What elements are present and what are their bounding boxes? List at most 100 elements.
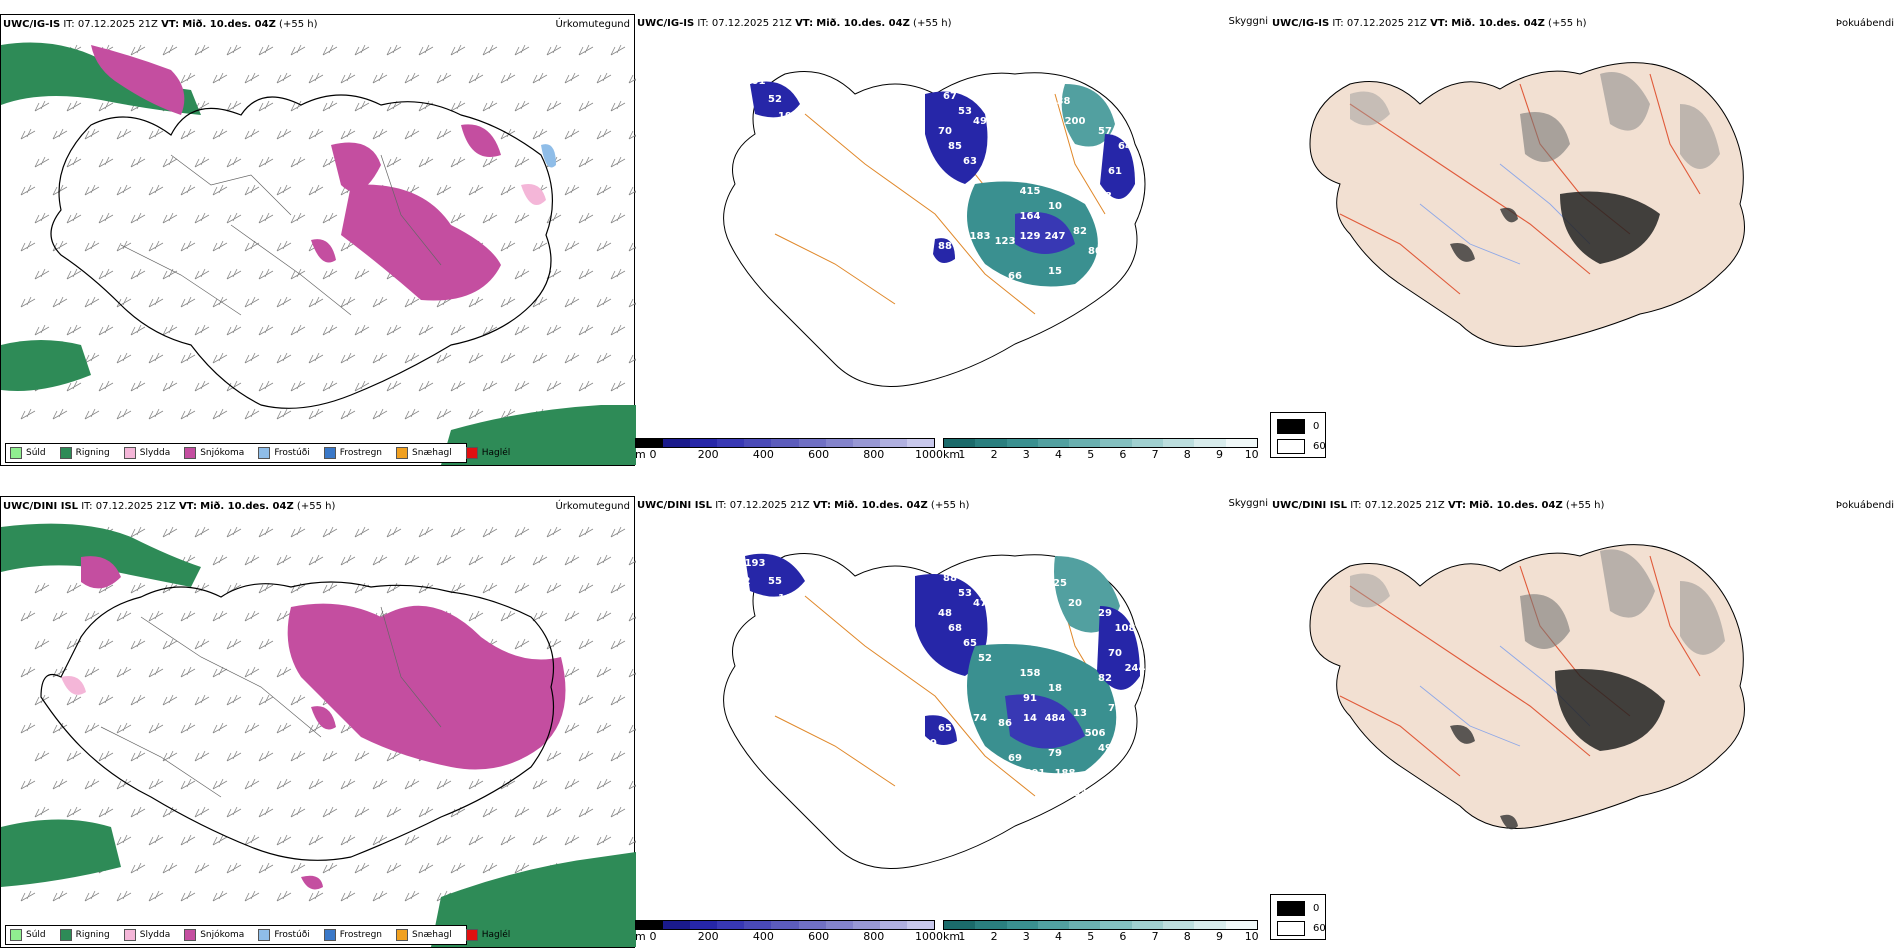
colorbar-cell	[771, 921, 799, 929]
colorbar-cell	[975, 921, 1007, 929]
snow-area	[81, 556, 121, 589]
height-colorbar-ticks: m 0 200 400 600 800 1000	[635, 448, 943, 462]
legend-swatch	[396, 447, 409, 459]
fog-legend-item: 60	[1277, 439, 1326, 454]
iceland-outline	[50, 94, 553, 409]
height-colorbar-ticks: m 0 200 400 600 800 1000	[635, 930, 943, 944]
colorbar-cell	[798, 439, 826, 447]
fog-dark-area	[1500, 207, 1518, 223]
snow-area	[311, 239, 336, 263]
cloud-height-label: 49	[973, 116, 987, 127]
cloud-height-label: 85	[1048, 788, 1062, 799]
roads	[774, 93, 1106, 315]
cloud-height-label: 167	[960, 788, 981, 799]
roads	[100, 606, 442, 798]
fog-legend-swatch	[1277, 901, 1305, 916]
cloud-height-label: 244	[1125, 663, 1146, 674]
colorbar-tick: 200	[697, 930, 719, 943]
fog-area	[1680, 581, 1725, 655]
cloud-height-label: 18	[1048, 683, 1062, 694]
sleet-area	[61, 676, 86, 695]
iceland-outline	[723, 71, 1146, 387]
rain-area	[441, 405, 636, 465]
colorbar-tick: 200	[697, 448, 719, 461]
drizzle-frost-area	[541, 144, 556, 168]
cloud-height-label: 129	[1020, 231, 1041, 242]
snow-area	[311, 706, 336, 730]
colorbar-cell	[825, 439, 853, 447]
cloud-title: Skyggni	[1228, 16, 1268, 27]
colorbar-cell	[1069, 921, 1101, 929]
cloud-height-label: 164	[1020, 211, 1041, 222]
cloud-height-label: 82	[1098, 673, 1112, 684]
cloud-height-label: 70	[1108, 648, 1122, 659]
legend-item: Haglél	[465, 447, 510, 459]
cloud-area	[925, 91, 988, 184]
snow-area	[287, 603, 566, 770]
colorbar-cell	[906, 439, 935, 447]
fog-map	[1309, 62, 1745, 347]
fog-legend: 0 60	[1270, 412, 1326, 458]
visibility-colorbar: km 1 2 3 4 5 6 7 8 9 10	[943, 920, 1259, 944]
colorbar-cell	[1006, 439, 1038, 447]
cloud-height-label: 88	[943, 573, 957, 584]
colorbar-cell	[663, 921, 691, 929]
legend-swatch	[396, 929, 409, 941]
cloud-height-label: 123	[995, 236, 1016, 247]
fog-panel-row1: UWC/IG-IS IT: 07.12.2025 21Z VT: Mið. 10…	[1270, 14, 1900, 466]
fog-area	[1680, 104, 1720, 169]
colorbar-cell	[825, 921, 853, 929]
cloud-height-label: 132	[730, 576, 751, 587]
precip-title: Úrkomutegund	[555, 19, 630, 30]
cloud-height-label: 48	[938, 608, 952, 619]
legend-swatch	[323, 447, 336, 459]
colorbar-cell	[1225, 921, 1257, 929]
fog-legend-swatch	[1277, 439, 1305, 454]
fog-area	[1520, 112, 1570, 162]
colorbar-cell	[636, 921, 664, 929]
colorbar-cell	[1163, 921, 1195, 929]
cloud-height-label: 67	[1078, 773, 1092, 784]
sleet-area	[521, 184, 546, 205]
cloud-height-label: 59	[923, 738, 937, 749]
fog-dark-area	[1450, 725, 1475, 744]
height-colorbar: m 0 200 400 600 800 1000	[635, 438, 943, 462]
colorbar-tick: 8	[1183, 448, 1191, 461]
colorbar-cell	[717, 439, 745, 447]
fog-dark-area	[1450, 243, 1475, 262]
cloud-height-label: 53	[958, 106, 972, 117]
legend-swatch	[184, 929, 197, 941]
precip-title: Úrkomutegund	[555, 501, 630, 512]
colorbar-tick: 400	[752, 930, 774, 943]
cloud-header: UWC/IG-IS IT: 07.12.2025 21Z VT: Mið. 10…	[637, 18, 952, 29]
precip-header: UWC/IG-IS IT: 07.12.2025 21Z VT: Mið. 10…	[3, 19, 318, 30]
precip-legend: Súld Rigning Slydda Snjókoma Frostúði Fr…	[5, 443, 510, 463]
colorbar-cell	[879, 921, 907, 929]
colorbar-tick: 4	[1055, 448, 1062, 461]
colorbar-tick: 3	[1022, 448, 1030, 461]
iceland-outline	[40, 581, 555, 861]
precip-header: UWC/DINI ISL IT: 07.12.2025 21Z VT: Mið.…	[3, 501, 336, 512]
colorbar-tick: 800	[863, 448, 885, 461]
visibility-colorbar-ticks: km 1 2 3 4 5 6 7 8 9 10	[943, 448, 1259, 462]
legend-item: Rigning	[59, 447, 110, 459]
colorbar-cell	[798, 921, 826, 929]
colorbar-cell	[1100, 921, 1132, 929]
fog-title: Þokuábendi	[1835, 18, 1894, 29]
colorbar-cell	[690, 439, 718, 447]
colorbar-tick: 600	[808, 448, 830, 461]
legend-swatch	[465, 929, 478, 941]
colorbar-tick: 10	[1244, 448, 1259, 461]
fog-dark-area	[1560, 191, 1660, 264]
cloud-height-label: 19	[778, 111, 792, 122]
cloud-height-label: 57	[1098, 126, 1112, 137]
cloud-height-label: 484	[1045, 713, 1066, 724]
legend-item: Frostúði	[258, 929, 310, 941]
snow-area	[461, 124, 501, 157]
height-colorbar: m 0 200 400 600 800 1000	[635, 920, 943, 944]
cloud-area	[915, 574, 988, 676]
colorbar-cell	[1006, 921, 1038, 929]
